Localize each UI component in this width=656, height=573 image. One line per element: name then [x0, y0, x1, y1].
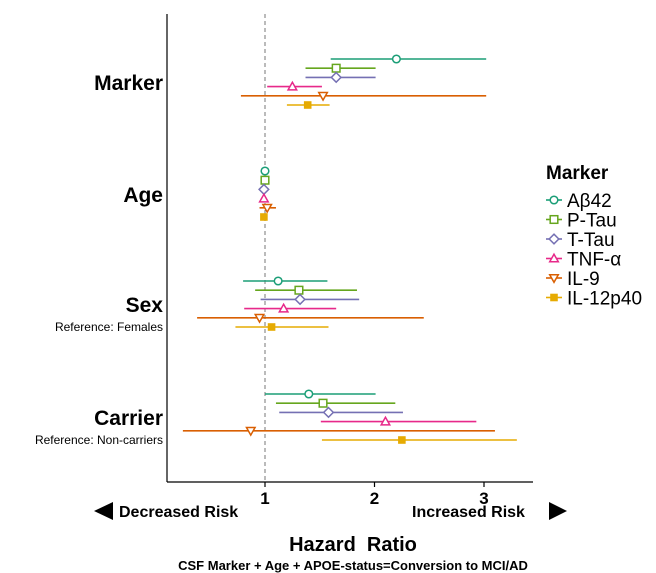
- x-ticks: 1 2 3: [260, 482, 489, 508]
- legend-label-t-tau: T-Tau: [567, 230, 615, 251]
- point-carrier-il-9: [245, 426, 257, 437]
- category-label-sex: Sex: [126, 294, 164, 317]
- legend-key-p-tau: [549, 214, 559, 225]
- point-marker-t-tau: [330, 71, 343, 84]
- point-carrier-t-tau: [322, 406, 335, 419]
- legend-label-p-tau: P-Tau: [567, 211, 617, 232]
- point-sex-il-12p40: [267, 323, 276, 331]
- point-age-il-12p40: [260, 213, 268, 221]
- legend-title: Marker: [546, 163, 609, 184]
- point-carrier-il-12p40: [398, 436, 406, 444]
- point-age-il-9: [261, 203, 273, 214]
- point-age-t-tau: [258, 183, 270, 196]
- x-tick-label-1: 1: [260, 489, 269, 508]
- x-tick-label-2: 2: [370, 489, 379, 508]
- increased-risk-label: Increased Risk: [412, 504, 525, 521]
- point-carrier-a-42: [304, 389, 314, 399]
- legend-label-il-12p40: IL-12p40: [567, 289, 642, 310]
- legend-key-a-42: [549, 195, 559, 205]
- category-reference-carrier: Reference: Non-carriers: [35, 433, 163, 447]
- x-tick-label-3: 3: [479, 489, 488, 508]
- point-sex-a-42: [273, 276, 283, 286]
- point-sex-t-tau: [294, 293, 306, 306]
- legend-label-a-42: Aβ42: [567, 191, 612, 212]
- x-axis-title: Hazard Ratio: [289, 534, 417, 556]
- point-age-tnf: [258, 192, 270, 203]
- point-age-a-42: [260, 166, 270, 176]
- legend-label-il-9: IL-9: [567, 269, 600, 290]
- increased-risk-arrow-icon: [549, 502, 567, 520]
- data-marks: [182, 54, 517, 444]
- x-axis-subtitle: CSF Marker + Age + APOE-status=Conversio…: [178, 558, 528, 573]
- point-sex-il-9: [253, 313, 266, 324]
- point-carrier-tnf: [379, 415, 392, 426]
- point-carrier-p-tau: [318, 398, 328, 408]
- legend-key-tnf: [548, 252, 560, 263]
- point-sex-tnf: [278, 302, 290, 313]
- point-sex-p-tau: [294, 285, 304, 295]
- point-marker-il-12p40: [303, 101, 312, 109]
- category-reference-sex: Reference: Females: [55, 320, 163, 334]
- point-marker-il-9: [317, 91, 329, 102]
- category-labels: Marker Age Sex Reference: Females Carrier Ref…: [35, 72, 163, 447]
- decreased-risk-label: Decreased Risk: [119, 504, 238, 521]
- point-marker-a-42: [391, 54, 401, 64]
- legend-key-t-tau: [548, 233, 560, 245]
- category-label-carrier: Carrier: [94, 407, 163, 430]
- point-marker-p-tau: [331, 63, 341, 73]
- decreased-risk-arrow-icon: [94, 502, 113, 520]
- point-age-p-tau: [260, 175, 270, 185]
- category-label-marker: Marker: [94, 72, 163, 95]
- point-marker-tnf: [286, 80, 298, 91]
- legend-label-tnf: TNF-α: [567, 250, 621, 271]
- legend-key-il-9: [548, 273, 560, 284]
- category-label-age: Age: [123, 184, 163, 207]
- legend-key-il-12p40: [550, 293, 558, 302]
